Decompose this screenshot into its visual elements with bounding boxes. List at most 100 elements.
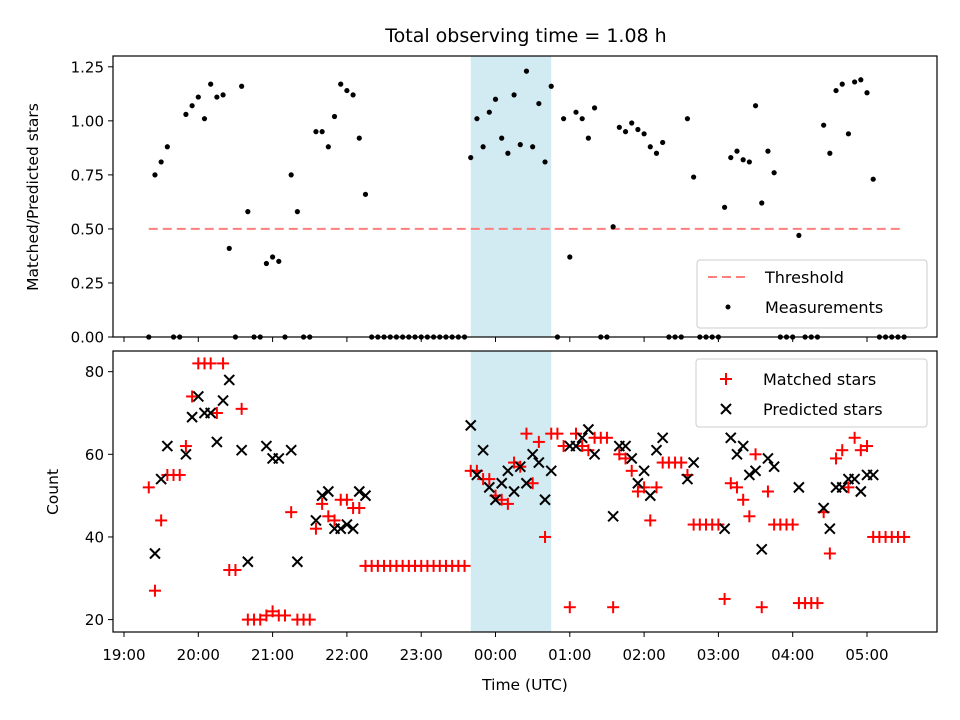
predicted-star-point — [793, 481, 805, 494]
ratio-x-ticks — [123, 337, 868, 342]
predicted-star-point — [731, 448, 743, 461]
predicted-star-point — [285, 444, 297, 456]
matched-star-point — [644, 514, 657, 527]
predicted-star-point — [533, 456, 545, 469]
measurement-point — [208, 81, 214, 87]
predicted-star-point — [353, 485, 365, 498]
matched-star-point — [322, 510, 335, 523]
predicted-star-point — [539, 494, 551, 506]
count-points — [142, 357, 911, 626]
measurement-point — [691, 174, 697, 180]
measurement-point — [331, 113, 338, 120]
predicted-star-point — [725, 432, 737, 444]
measurement-point — [239, 83, 245, 89]
predicted-star-point — [687, 456, 700, 469]
measurement-point — [226, 245, 232, 251]
measurement-point — [492, 96, 499, 102]
measurement-point — [622, 129, 629, 135]
predicted-star-point — [607, 510, 619, 523]
x-tick-label: 19:00 — [102, 646, 145, 664]
counts-y-axis-label: Count — [44, 469, 62, 515]
matched-star-point — [576, 440, 589, 453]
matched-star-point — [823, 547, 836, 560]
matched-star-point — [309, 522, 322, 535]
x-tick-label: 01:00 — [548, 646, 591, 664]
measurement-point — [319, 129, 325, 135]
ratio-y-tick-label: 0.25 — [71, 274, 104, 292]
predicted-star-point — [656, 432, 669, 444]
legend-measurement-swatch — [725, 304, 731, 310]
panel-ratio: 0.00 0.25 0.50 0.75 1.00 1.25 Matched/Predict… — [24, 55, 938, 347]
matched-star-point — [675, 456, 688, 469]
predicted-star-point — [508, 485, 520, 498]
matched-star-point — [650, 481, 663, 494]
measurement-point — [839, 81, 845, 87]
predicted-star-point — [632, 477, 644, 489]
matched-star-point — [842, 481, 855, 494]
measurement-point — [511, 92, 517, 98]
measurement-point — [480, 144, 486, 150]
predicted-star-point — [743, 469, 756, 481]
matched-star-point — [520, 427, 533, 440]
matched-star-point — [638, 481, 651, 494]
measurement-point — [796, 232, 802, 239]
measurement-point — [356, 135, 362, 141]
predicted-star-point — [310, 514, 322, 527]
measurement-point — [616, 124, 622, 130]
predicted-star-point — [756, 543, 768, 556]
x-tick-label: 02:00 — [622, 646, 665, 664]
matched-star-point — [551, 427, 564, 440]
matched-star-point — [563, 601, 576, 614]
matched-star-point — [737, 493, 750, 506]
matched-star-point — [898, 530, 911, 543]
matched-star-point — [303, 613, 316, 626]
measurement-point — [542, 159, 548, 165]
legend-predicted-label: Predicted stars — [763, 400, 883, 419]
predicted-star-point — [545, 465, 557, 477]
measurement-point — [245, 209, 251, 215]
x-axis-label: Time (UTC) — [481, 676, 568, 694]
chart-title: Total observing time = 1.08 h — [384, 25, 666, 47]
predicted-star-point — [626, 452, 638, 465]
matched-star-point — [730, 481, 743, 494]
measurement-point — [684, 116, 691, 122]
matched-star-point — [235, 402, 248, 415]
ratio-legend: Threshold Measurements — [696, 259, 928, 329]
predicted-star-point — [291, 556, 304, 568]
predicted-star-point — [471, 469, 483, 481]
measurement-point — [164, 144, 170, 150]
matched-star-point — [607, 601, 620, 614]
predicted-star-point — [514, 460, 526, 473]
measurement-point — [344, 87, 350, 94]
ratio-axes-frame — [112, 55, 938, 338]
matched-star-point — [508, 456, 521, 469]
predicted-star-point — [186, 411, 198, 423]
measurement-point — [771, 170, 777, 176]
matched-star-point — [830, 452, 843, 465]
ratio-y-tick-label: 1.25 — [71, 58, 104, 76]
legend-measurement-label: Measurements — [765, 298, 883, 317]
x-tick-label: 04:00 — [771, 646, 814, 664]
matched-star-point — [179, 440, 192, 453]
matched-star-point — [557, 440, 570, 453]
measurement-point — [845, 131, 852, 137]
matched-star-point — [600, 431, 613, 444]
predicted-star-point — [526, 448, 539, 461]
measurement-point — [591, 105, 598, 111]
matched-star-point — [539, 530, 552, 543]
predicted-star-point — [489, 494, 502, 506]
counts-y-tick-label: 40 — [85, 528, 104, 546]
predicted-star-point — [260, 440, 273, 452]
matched-star-point — [532, 435, 545, 448]
legend-predicted-swatch — [720, 403, 732, 415]
matched-star-point — [854, 444, 867, 457]
measurement-point — [740, 157, 746, 163]
measurement-point — [468, 154, 474, 161]
matched-star-point — [328, 514, 341, 527]
measurement-point — [561, 116, 567, 122]
measurement-point — [499, 135, 505, 141]
ratio-y-tick-label: 0.50 — [71, 220, 104, 238]
predicted-star-point — [273, 452, 285, 465]
predicted-star-point — [582, 423, 595, 436]
measurement-point — [294, 209, 300, 215]
